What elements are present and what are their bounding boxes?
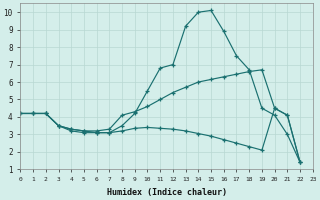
X-axis label: Humidex (Indice chaleur): Humidex (Indice chaleur) (107, 188, 227, 197)
